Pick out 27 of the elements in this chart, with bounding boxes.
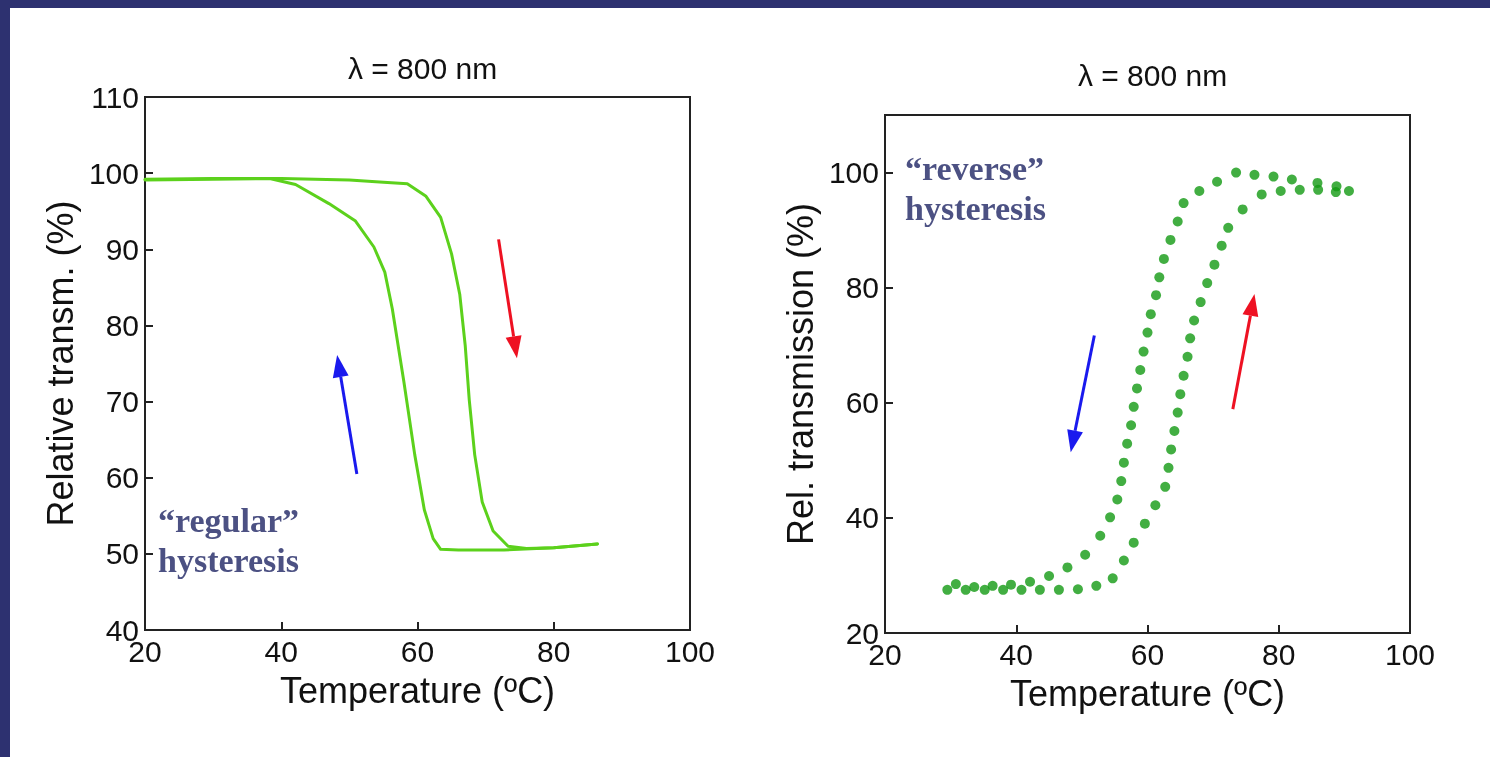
x-tick-label: 80 bbox=[1262, 637, 1296, 671]
y-axis-title: Rel. transmission (%) bbox=[779, 202, 821, 546]
x-tick-label: 100 bbox=[664, 634, 716, 668]
x-tick-label: 80 bbox=[537, 634, 571, 668]
y-tick-label: 80 bbox=[105, 308, 139, 342]
y-tick-label: 50 bbox=[105, 537, 139, 571]
x-tick-label: 100 bbox=[1384, 637, 1436, 671]
y-tick-label: 100 bbox=[88, 156, 139, 190]
chart-title: λ = 800 nm bbox=[347, 51, 498, 85]
y-tick-label: 90 bbox=[105, 232, 139, 266]
annotation: “regular” hysteresis bbox=[158, 501, 308, 579]
x-axis-title: Temperature (ºC) bbox=[1009, 672, 1286, 714]
x-axis-title: Temperature (ºC) bbox=[279, 669, 556, 711]
y-axis-title: Relative transm. (%) bbox=[39, 200, 81, 527]
x-tick-label: 60 bbox=[1130, 637, 1165, 671]
y-tick-label: 40 bbox=[845, 501, 879, 535]
y-tick-label: 70 bbox=[105, 385, 139, 419]
chart-title: λ = 800 nm bbox=[1077, 58, 1228, 92]
y-tick-label: 80 bbox=[845, 271, 879, 305]
annotation: “reverse” hysteresis bbox=[905, 149, 1053, 227]
x-tick-label: 40 bbox=[264, 634, 298, 668]
y-tick-label: 110 bbox=[91, 80, 139, 114]
x-tick-label: 40 bbox=[999, 637, 1033, 671]
x-tick-label: 60 bbox=[400, 634, 435, 668]
y-tick-label: 60 bbox=[105, 461, 139, 495]
y-tick-label: 60 bbox=[845, 386, 879, 420]
y-tick-label: 100 bbox=[828, 156, 879, 190]
